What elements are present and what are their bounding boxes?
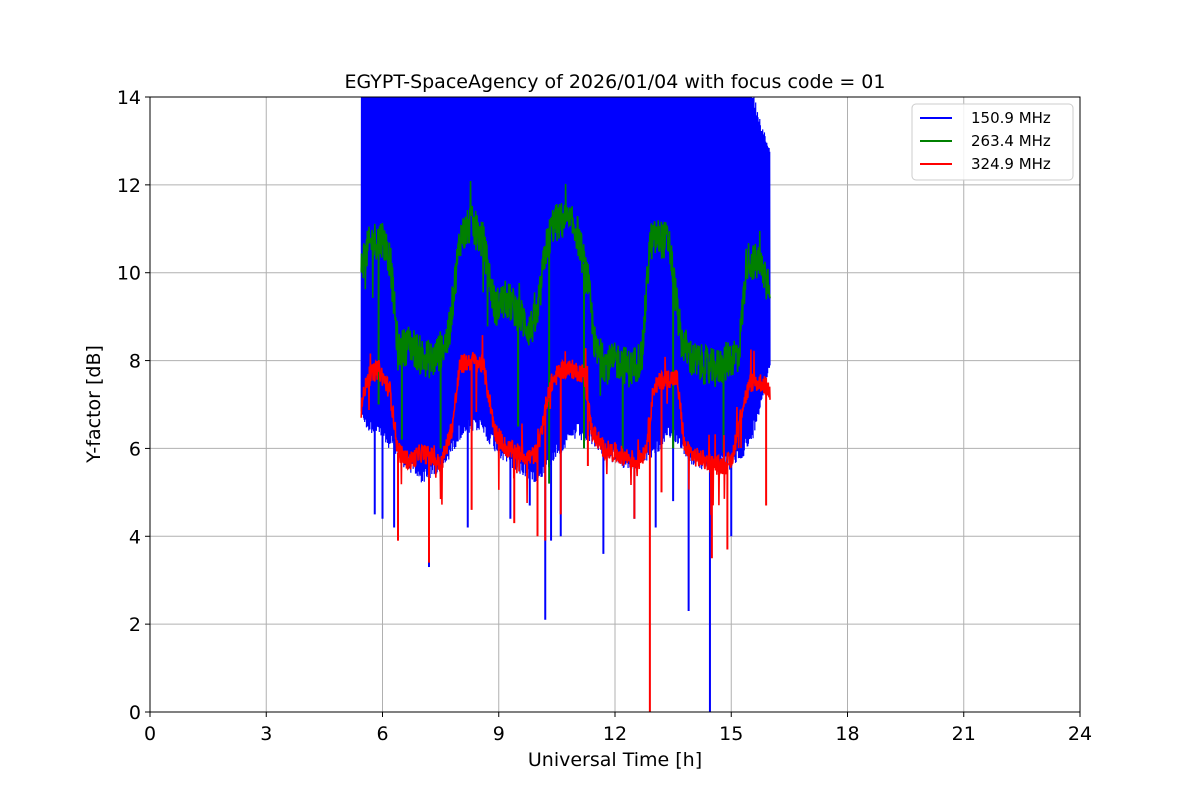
legend: 150.9 MHz 263.4 MHz 324.9 MHz: [911, 103, 1074, 181]
series-324-9-mhz: [360, 335, 771, 712]
y-tick-label: 4: [129, 526, 141, 548]
x-tick-label: 15: [719, 723, 743, 745]
x-tick-label: 3: [260, 723, 272, 745]
y-tick-label: 10: [117, 263, 141, 285]
y-tick-label: 6: [129, 438, 141, 460]
x-tick-label: 6: [376, 723, 388, 745]
legend-label: 150.9 MHz: [971, 109, 1051, 127]
x-axis-label: Universal Time [h]: [528, 749, 702, 771]
legend-label: 263.4 MHz: [971, 132, 1051, 150]
y-tick-label: 8: [129, 351, 141, 373]
x-tick-label: 18: [835, 723, 859, 745]
series-line: [360, 180, 771, 396]
x-tick-label: 0: [144, 723, 156, 745]
x-tick-label: 9: [493, 723, 505, 745]
y-tick-label: 14: [117, 87, 141, 109]
x-tick-label: 12: [603, 723, 627, 745]
x-tick-label: 24: [1068, 723, 1092, 745]
chart-title: EGYPT-SpaceAgency of 2026/01/04 with foc…: [345, 71, 886, 93]
legend-label: 324.9 MHz: [971, 155, 1051, 173]
y-axis-label: Y-factor [dB]: [83, 345, 105, 464]
y-tick-label: 12: [117, 175, 141, 197]
legend-box: [911, 103, 1074, 181]
series-group: [360, 97, 771, 712]
series-line: [360, 97, 771, 483]
y-tick-label: 0: [129, 702, 141, 724]
series-263-4-mhz: [360, 180, 771, 484]
series-line: [360, 335, 771, 516]
y-tick-label: 2: [129, 614, 141, 636]
x-tick-label: 21: [952, 723, 976, 745]
